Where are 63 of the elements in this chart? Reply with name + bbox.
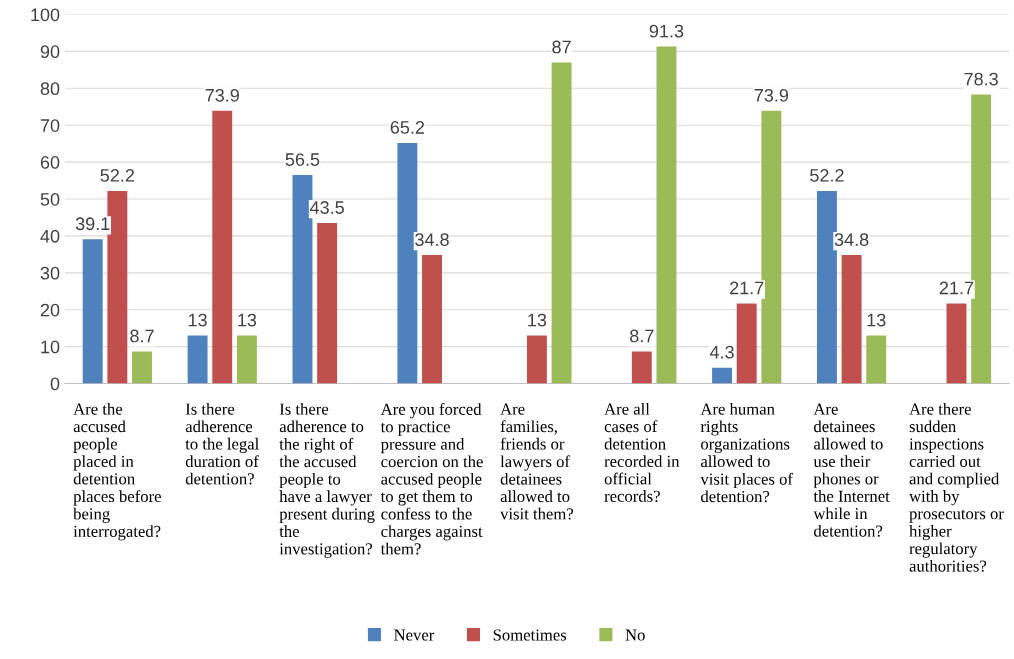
data-label: 43.5 <box>309 201 344 214</box>
y-tick-label: 90 <box>40 45 60 59</box>
y-tick-label: 70 <box>40 119 60 132</box>
data-label: 73.9 <box>205 88 239 102</box>
bar <box>841 255 862 384</box>
x-tick-label: Are detainees allowed to use their phones or the Internet while in detention? <box>813 403 890 537</box>
y-tick-label: 10 <box>41 340 60 354</box>
data-label: 52.2 <box>100 169 135 182</box>
bar <box>551 62 572 384</box>
data-label: 8.7 <box>630 329 654 343</box>
y-tick-label: 60 <box>40 156 60 169</box>
data-label: 34.8 <box>415 233 449 247</box>
y-tick-label: 40 <box>40 229 60 243</box>
bar <box>317 223 338 384</box>
bar <box>82 239 103 384</box>
data-label: 21.7 <box>939 281 974 295</box>
bar <box>866 335 887 384</box>
y-tick-label: 0 <box>50 377 60 391</box>
data-label: 13 <box>528 313 547 327</box>
bar <box>212 110 233 384</box>
bar <box>187 335 208 384</box>
data-label: 21.7 <box>730 281 764 295</box>
x-tick-label: Are the accused people placed in detention places before being interrogated? <box>73 402 161 541</box>
data-label: 39.1 <box>75 217 110 231</box>
bar <box>712 367 733 384</box>
data-label: 91.3 <box>649 24 684 38</box>
data-label: 78.3 <box>964 72 998 86</box>
bar <box>816 190 837 384</box>
y-tick-label: 30 <box>40 266 60 280</box>
bar <box>971 94 992 384</box>
bar <box>631 351 652 384</box>
data-label: 73.9 <box>754 88 789 102</box>
legend-label: Never <box>394 629 435 641</box>
data-label: 56.5 <box>285 153 320 166</box>
x-tick-label: Are human rights organizations allowed to visit places of detention? <box>700 402 793 503</box>
bar <box>236 335 257 384</box>
data-label: 13 <box>188 313 207 327</box>
legend-label: Sometimes <box>493 629 567 641</box>
category-label: Are you forced to practice pressure and coercion on the accused people to get them to confess to the charges against them? <box>380 402 483 555</box>
legend-label: No <box>625 629 645 641</box>
bar <box>526 335 547 384</box>
bar <box>736 303 757 384</box>
y-tick-label: 80 <box>40 82 60 96</box>
data-label: 87 <box>552 40 571 54</box>
y-tick-label: 100 <box>31 8 60 22</box>
data-label: 4.3 <box>709 345 734 359</box>
category-label: Is there adherence to the right of the accused people to have a lawyer present during the investigation? <box>279 402 375 558</box>
bar <box>656 46 677 384</box>
bar <box>422 255 442 384</box>
category-label: Are there sudden inspections carried out and complied with by prosecutors or higher regulatory authorities? <box>909 402 1004 572</box>
x-tick-label: Are families, friends or lawyers of detainees allowed to visit them? <box>500 403 574 520</box>
y-tick-label: 50 <box>40 192 60 206</box>
x-tick-label: Is there adherence to the legal duration of detention? <box>185 402 259 485</box>
data-label: 8.7 <box>130 329 154 343</box>
bar <box>132 351 152 384</box>
x-tick-label: Are all cases of detention recorded in official records? <box>604 402 680 502</box>
data-label: 65.2 <box>390 121 425 134</box>
data-label: 34.8 <box>834 233 869 247</box>
data-label: 13 <box>238 313 257 327</box>
bar <box>946 303 967 384</box>
y-tick-label: 20 <box>40 303 60 317</box>
data-label: 13 <box>867 313 886 327</box>
data-label: 52.2 <box>810 169 844 182</box>
